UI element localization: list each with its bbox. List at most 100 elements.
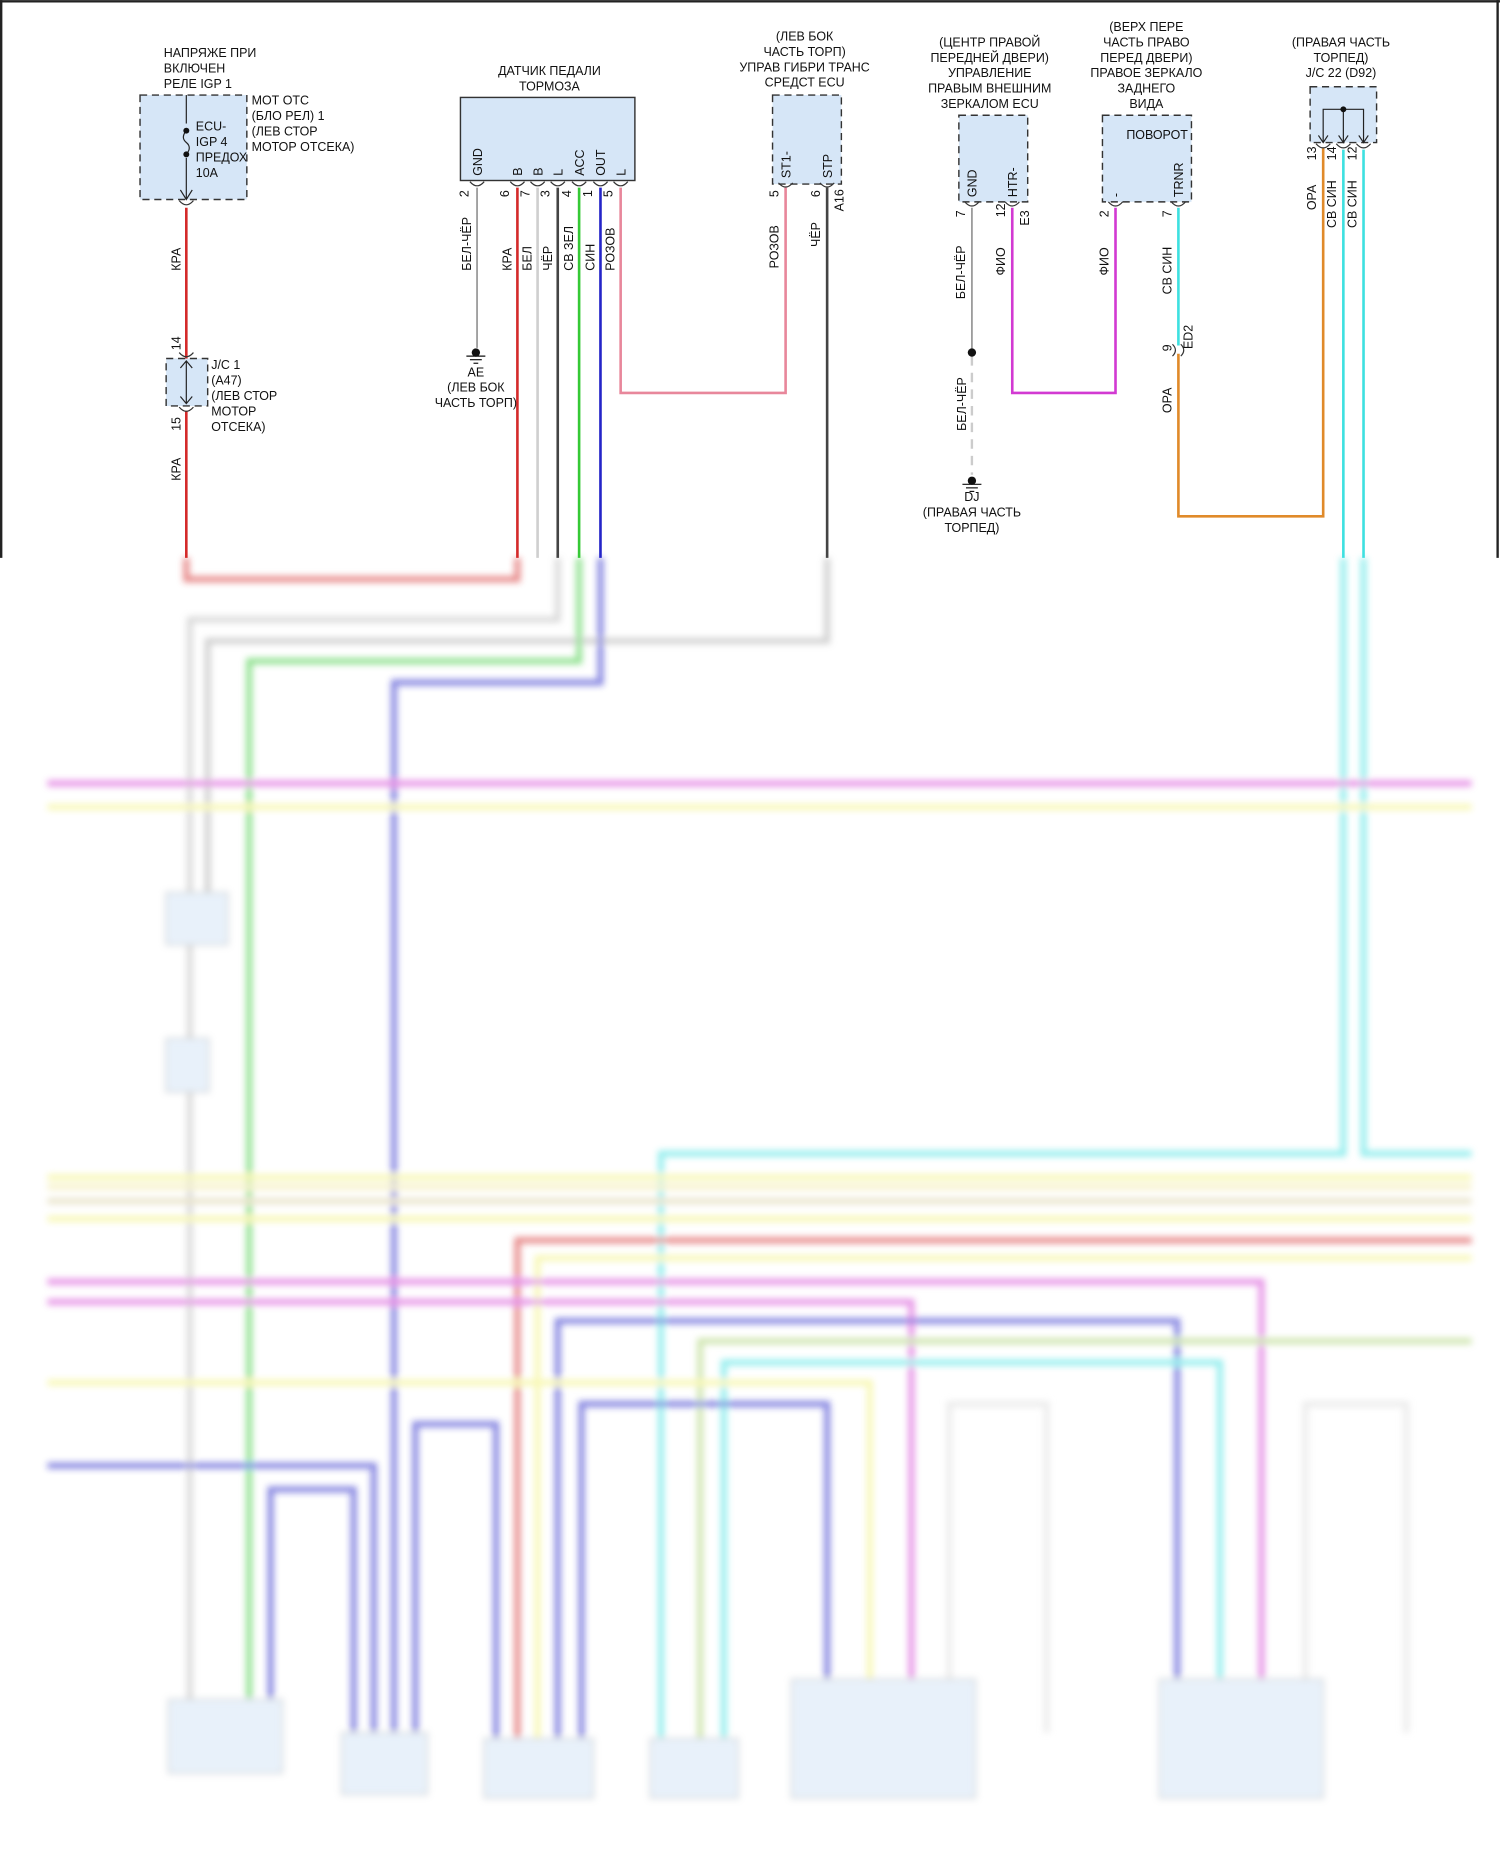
pin-number: 9 [1160, 344, 1174, 351]
wire-label: КРА [500, 247, 514, 271]
terminal-label: - [1109, 193, 1123, 197]
hybrid-ecu-title: ЧАСТЬ ТОРП) [763, 45, 845, 59]
arrow-down-icon [1338, 135, 1349, 144]
brake-sensor-box [459, 96, 636, 182]
terminal-cap [613, 181, 629, 187]
blurred-component [167, 1698, 284, 1774]
pin-number: 5 [767, 190, 781, 197]
blurred-wire [183, 557, 521, 583]
blurred-wire [1360, 557, 1472, 1157]
jc1-label: (A47) [211, 374, 241, 388]
fuse-terminal [183, 127, 190, 134]
jc1-label: (ЛЕВ СТОР [211, 389, 277, 403]
wire-label: БЕЛ-ЧЁР [954, 245, 968, 299]
terminal-label: B [511, 167, 525, 175]
hybrid-ecu-title: (ЛЕВ БОК [776, 29, 834, 43]
blurred-component [649, 1738, 739, 1799]
blurred-component [165, 891, 229, 946]
fuse-box [139, 94, 248, 201]
terminal-label: L [552, 169, 566, 176]
fuse-title: РЕЛЕ IGP 1 [164, 77, 232, 91]
terminal-cap [778, 182, 794, 188]
terminal-cap [1170, 201, 1186, 207]
blurred-lower-diagram [47, 557, 1472, 1799]
terminal-cap [178, 200, 194, 206]
pin-number: 15 [169, 417, 183, 431]
pin-number: 5 [601, 190, 615, 197]
pin-number: 14 [169, 336, 183, 350]
ground-dj-label: ТОРПЕД) [944, 521, 999, 535]
wire-label: БЕЛ-ЧЁР [460, 217, 474, 271]
terminal-cap [178, 352, 194, 358]
terminal-label: ACC [573, 149, 587, 175]
blurred-component [483, 1738, 594, 1799]
terminal-cap [469, 181, 485, 187]
ground-dj-label: (ПРАВАЯ ЧАСТЬ [923, 505, 1021, 519]
terminal-cap [592, 181, 609, 187]
blurred-wire [578, 1401, 831, 1745]
fuse-title: ВКЛЮЧЕН [164, 62, 226, 76]
terminal-cap [964, 201, 980, 207]
wire-label: ОРА [1305, 184, 1319, 210]
blurred-wire [47, 1298, 915, 1686]
blurred-wire [47, 1278, 1265, 1686]
jc22-title: J/C 22 (D92) [1306, 66, 1377, 80]
right-mirror-title: ЗАДНЕГО [1118, 82, 1176, 96]
pin-number: 2 [458, 190, 472, 197]
blurred-wire [267, 1486, 357, 1745]
wire-label: ФИО [994, 247, 1008, 275]
blurred-component [1158, 1678, 1324, 1799]
pin-number: 7 [954, 210, 968, 217]
right-mirror-title: ЧАСТЬ ПРАВО [1103, 35, 1190, 49]
arrow-down-icon [179, 189, 193, 201]
wire-label: ФИО [1097, 247, 1111, 275]
brake-sensor-title: ДАТЧИК ПЕДАЛИ [498, 64, 601, 78]
blurred-wire [391, 557, 604, 1745]
blurred-wire [204, 557, 831, 903]
blurred-wire [534, 1255, 1472, 1745]
ground-dj-label: DJ [964, 490, 979, 504]
wire-label: БЕЛ-ЧЁР [955, 377, 969, 431]
brake-sensor-title: ТОРМОЗА [519, 79, 580, 93]
terminal-cap [1335, 143, 1351, 149]
jc22-title: ТОРПЕД) [1314, 51, 1369, 65]
pin-number: 6 [498, 190, 512, 197]
blurred-component [790, 1678, 977, 1799]
pin-number: 7 [518, 190, 532, 197]
wire-label: КРА [169, 247, 183, 271]
ground-ae-label: ЧАСТЬ ТОРП) [435, 396, 517, 410]
pin-number: 13 [1305, 146, 1319, 160]
components [139, 86, 1378, 493]
terminal-cap [1004, 201, 1020, 207]
wire-label: СВ ЗЕЛ [562, 226, 576, 271]
wire-label: БЕЛ [521, 246, 535, 271]
right-mirror-title: ВИДА [1129, 97, 1164, 111]
wire-label: СВ СИН [1160, 247, 1174, 295]
pin-number: 7 [1160, 210, 1174, 217]
wire-label: СВ СИН [1325, 180, 1339, 228]
terminal-cap [1107, 201, 1124, 207]
jc1-label: МОТОР [211, 404, 256, 418]
terminal-cap [1355, 143, 1372, 149]
pin-number: 12 [1345, 146, 1359, 160]
junction-dot [1340, 106, 1347, 113]
terminal-label: GND [471, 148, 485, 176]
fuse-location: (ЛЕВ СТОР [252, 124, 318, 138]
pin-number: 4 [560, 190, 574, 197]
terminal-label: ST1- [779, 151, 793, 178]
right-mirror-title: ПЕРЕД ДВЕРИ) [1100, 51, 1192, 65]
blurred-wire [412, 1421, 500, 1745]
terminal-label: OUT [594, 149, 608, 176]
mirror-ecu-title: (ЦЕНТР ПРАВОЙ [939, 34, 1040, 49]
blurred-component [341, 1732, 428, 1796]
mirror-ecu-title: ПЕРЕДНЕЙ ДВЕРИ) [930, 50, 1048, 65]
jc1-label: J/C 1 [211, 358, 240, 372]
jc1-label: ОТСЕКА) [211, 420, 265, 434]
arrow-down-icon [1358, 135, 1369, 144]
wire-label: ЧЁР [541, 246, 555, 271]
splice-dot [967, 348, 977, 357]
blurred-wire [658, 557, 1347, 1745]
terminal-cap [571, 181, 587, 187]
terminal-label: B [531, 167, 545, 175]
